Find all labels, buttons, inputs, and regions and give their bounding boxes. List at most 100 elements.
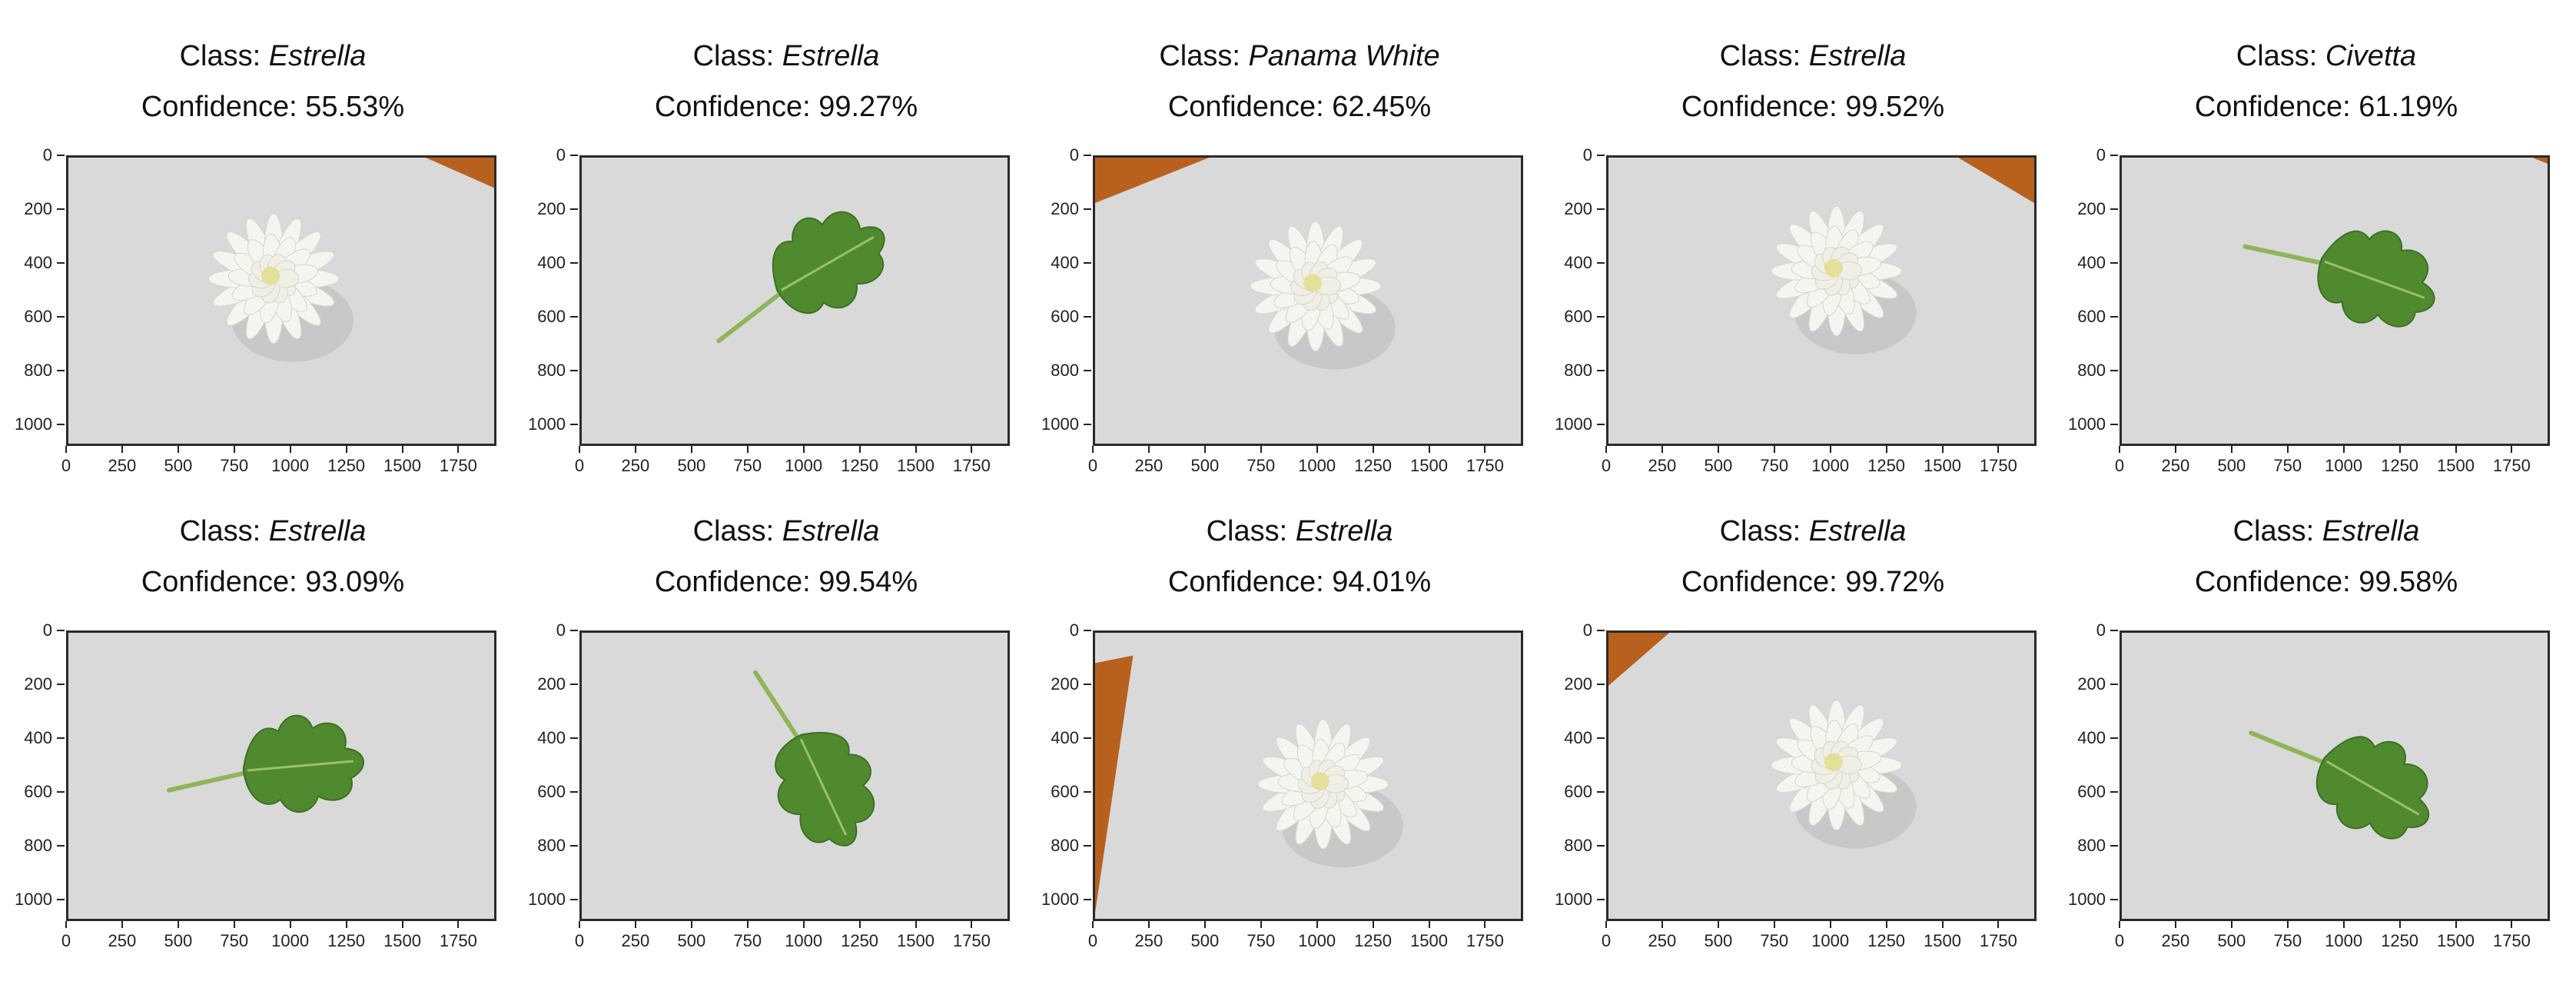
y-tick-label: 0 [556,620,566,640]
y-tick-label: 200 [24,199,52,218]
confidence-label: Confidence: [141,91,306,123]
y-tick-mark [57,737,65,739]
y-tick-mark [1084,737,1091,739]
y-tick-label: 1000 [2068,890,2106,909]
x-tick-mark [1372,921,1374,928]
y-tick-mark [1084,208,1091,210]
x-tick-label: 1000 [1298,456,1336,475]
y-tick-label: 800 [1051,836,1079,855]
y-tick-label: 800 [537,836,566,855]
y-tick-mark [570,262,578,264]
y-tick-label: 1000 [15,890,52,909]
y-tick-label: 600 [1564,782,1592,801]
confidence-value: 93.09% [305,566,405,598]
y-tick-label: 800 [1564,836,1592,855]
y-tick-mark [570,424,578,425]
y-tick-label: 400 [2077,728,2106,747]
x-tick-mark [1773,921,1775,928]
y-tick-mark [570,630,578,631]
x-tick-mark [1717,446,1719,453]
class-label: Class: [1719,40,1809,72]
x-tick-mark [1316,921,1318,928]
x-tick-mark [2455,921,2457,928]
x-tick-label: 250 [108,456,137,475]
x-tick-label: 1750 [439,456,477,475]
x-tick-label: 1500 [1410,931,1448,950]
x-tick-mark [233,921,235,928]
sample-photo [1095,633,1521,919]
y-tick-mark [2110,899,2118,900]
x-tick-mark [1661,921,1663,928]
y-tick-mark [57,684,65,685]
y-tick-label: 400 [2077,253,2106,272]
y-tick-mark [2110,208,2118,210]
x-tick-label: 250 [2161,931,2190,950]
y-tick-label: 0 [1582,145,1592,165]
y-tick-mark [1084,316,1091,318]
confidence-label: Confidence: [2194,91,2359,123]
y-tick-label: 1000 [528,890,566,909]
x-tick-label: 0 [2114,456,2125,475]
prediction-panel: Class: Estrella Confidence: 99.52% 0 200 400… [1540,31,2037,507]
x-tick-mark [1372,446,1374,453]
x-tick-label: 1000 [2325,456,2363,475]
x-tick-mark [1773,446,1775,453]
confidence-line: Confidence: 99.54% [567,557,1005,607]
x-tick-label: 1000 [785,931,823,950]
x-tick-label: 750 [220,931,249,950]
x-tick-label: 750 [1247,931,1276,950]
y-tick-label: 1000 [1555,890,1592,909]
x-tick-mark [1605,921,1607,928]
y-tick-label: 800 [24,836,52,855]
x-tick-mark [1428,446,1430,453]
confidence-value: 99.72% [1845,566,1945,598]
y-tick-mark [1597,424,1605,425]
y-tick-label: 1000 [15,414,52,434]
confidence-label: Confidence: [1681,566,1846,598]
confidence-line: Confidence: 55.53% [54,82,492,132]
x-tick-mark [1092,446,1094,453]
y-tick-mark [1084,684,1091,685]
flower-icon [1250,221,1396,370]
x-tick-mark [915,446,917,453]
x-tick-label: 0 [1087,931,1098,950]
class-line: Class: Estrella [1594,31,2032,82]
x-tick-mark [1605,446,1607,453]
x-tick-mark [65,446,67,453]
confidence-value: 55.53% [305,91,405,123]
x-tick-mark [2342,446,2345,453]
prediction-panel: Class: Civetta Confidence: 61.19% 0 200 400 6… [2053,31,2550,507]
x-tick-label: 1000 [1811,931,1850,950]
y-tick-mark [2110,737,2118,739]
x-tick-label: 0 [1601,931,1612,950]
x-tick-label: 750 [1760,931,1789,950]
y-tick-mark [1084,262,1091,264]
class-label: Class: [1159,40,1249,72]
x-tick-mark [690,921,692,928]
class-value: Estrella [2322,515,2420,547]
y-tick-mark [2110,155,2118,156]
x-tick-label: 1500 [897,456,934,475]
y-tick-label: 1000 [1041,414,1079,434]
sample-photo [2122,633,2548,919]
x-tick-label: 250 [2161,456,2190,475]
y-tick-label: 600 [537,782,566,801]
x-tick-label: 1500 [1410,456,1448,475]
y-tick-mark [1084,845,1091,847]
y-tick-mark [1084,424,1091,425]
y-tick-label: 0 [42,620,52,640]
x-tick-label: 500 [164,456,193,475]
class-line: Class: Estrella [1594,506,2032,557]
x-tick-mark [2174,446,2176,453]
x-tick-mark [1885,921,1887,928]
x-tick-mark [579,921,580,928]
x-tick-mark [1829,446,1831,453]
y-tick-mark [2110,316,2118,318]
x-tick-label: 1000 [271,931,310,950]
y-tick-label: 800 [2077,361,2106,380]
prediction-panel: Class: Estrella Confidence: 99.54% 0 200 400… [513,506,1010,983]
y-tick-mark [57,424,65,425]
class-value: Estrella [782,515,880,547]
x-tick-label: 1750 [1979,456,2017,475]
y-tick-label: 800 [2077,836,2106,855]
